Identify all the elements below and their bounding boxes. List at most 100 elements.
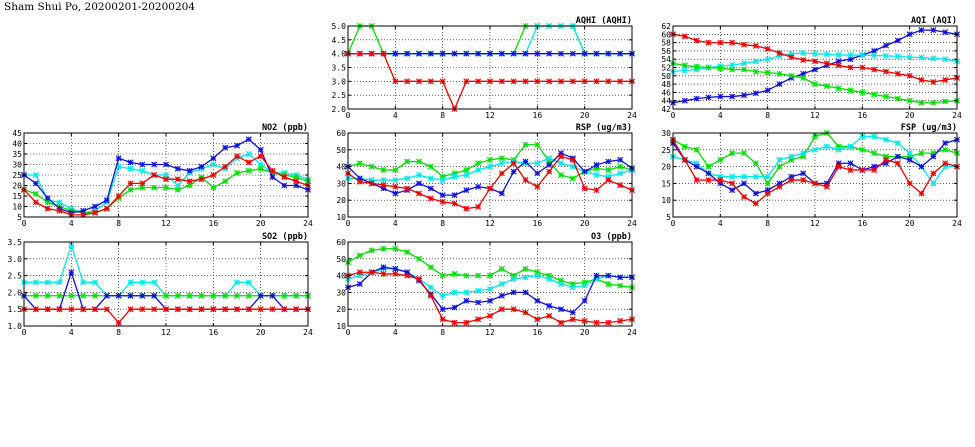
data-point <box>245 306 252 313</box>
data-point <box>883 156 889 163</box>
data-point <box>475 183 482 190</box>
data-point <box>439 272 446 279</box>
data-point <box>269 306 276 313</box>
data-point <box>404 78 411 85</box>
data-point <box>581 317 588 324</box>
chart-aqhi: 0 4 8 12 16 20 24 2.0 2.5 3.0 3.5 4.0 4.5 5.0 AQHI (AQ… <box>332 16 637 120</box>
data-point <box>894 95 901 102</box>
data-point <box>487 272 493 279</box>
data-point <box>534 316 541 323</box>
data-point <box>44 292 51 299</box>
data-point <box>44 195 51 202</box>
x-tick-label: 8 <box>765 111 770 120</box>
y-tick-label: 50 <box>336 255 346 264</box>
data-point <box>80 292 87 299</box>
data-point <box>847 52 854 59</box>
y-tick-label: 2.5 <box>332 91 347 100</box>
series-red <box>670 136 960 207</box>
data-point <box>380 270 387 277</box>
data-point <box>729 93 736 100</box>
y-tick-label: 60 <box>336 238 346 247</box>
data-point <box>281 306 288 313</box>
data-point <box>127 186 134 193</box>
data-point <box>605 50 612 57</box>
data-point <box>368 50 375 57</box>
data-point <box>930 153 937 160</box>
data-point <box>498 306 505 313</box>
data-point <box>463 319 470 326</box>
data-point <box>894 160 901 167</box>
data-point <box>487 163 493 170</box>
data-point <box>198 163 205 170</box>
data-point <box>416 50 422 57</box>
data-point <box>605 177 612 184</box>
data-point <box>729 180 736 187</box>
y-tick-label: 30 <box>12 161 22 170</box>
data-point <box>392 190 399 197</box>
x-tick-label: 16 <box>533 328 543 337</box>
y-tick-label: 44 <box>661 97 671 106</box>
x-tick-label: 0 <box>346 219 351 228</box>
data-point <box>581 185 588 192</box>
data-point <box>534 78 541 85</box>
data-point <box>245 159 252 166</box>
data-point <box>32 279 39 286</box>
data-point <box>942 140 949 147</box>
data-point <box>68 306 75 313</box>
data-point <box>510 78 517 85</box>
data-point <box>776 81 783 88</box>
data-point <box>151 279 158 286</box>
data-point <box>812 180 818 187</box>
data-point <box>392 166 399 173</box>
data-point <box>368 180 375 187</box>
data-point <box>546 312 553 319</box>
x-tick-label: 12 <box>810 219 820 228</box>
data-point <box>605 166 612 173</box>
data-point <box>812 58 818 65</box>
data-point <box>859 52 866 59</box>
y-tick-label: 20 <box>12 182 22 191</box>
data-point <box>44 306 51 313</box>
data-point <box>139 180 146 187</box>
y-tick-label: 50 <box>336 146 346 155</box>
data-point <box>859 133 866 140</box>
data-point <box>427 195 434 202</box>
data-point <box>581 50 588 57</box>
data-point <box>835 62 842 69</box>
data-point <box>269 174 276 181</box>
data-point <box>44 279 51 286</box>
x-tick-label: 0 <box>22 219 27 228</box>
x-tick-label: 4 <box>393 219 398 228</box>
data-point <box>245 167 252 174</box>
data-point <box>498 160 505 167</box>
data-point <box>380 182 387 189</box>
data-point <box>115 292 122 299</box>
data-point <box>812 50 818 57</box>
data-point <box>605 78 612 85</box>
data-point <box>404 50 411 57</box>
data-point <box>174 186 181 193</box>
data-point <box>463 297 470 304</box>
data-point <box>617 156 624 163</box>
data-point <box>427 78 434 85</box>
chart-title: O3 (ppb) <box>591 232 632 242</box>
data-point <box>103 205 110 212</box>
data-point <box>717 65 724 72</box>
data-point <box>942 29 949 36</box>
data-point <box>451 200 458 207</box>
data-point <box>883 68 889 75</box>
data-point <box>356 50 363 57</box>
data-point <box>871 91 878 98</box>
data-point <box>930 27 937 34</box>
data-point <box>392 265 399 272</box>
data-point <box>918 76 925 83</box>
data-point <box>705 177 712 184</box>
chart-rsp: 0 4 8 12 16 20 24 10 20 30 40 50 60 RSP (ug/m3) <box>336 123 637 228</box>
data-point <box>475 316 482 323</box>
data-point <box>800 170 807 177</box>
data-point <box>681 67 688 74</box>
y-tick-label: 20 <box>336 196 346 205</box>
x-tick-label: 12 <box>810 111 820 120</box>
series-red <box>21 306 311 326</box>
data-point <box>210 184 217 191</box>
